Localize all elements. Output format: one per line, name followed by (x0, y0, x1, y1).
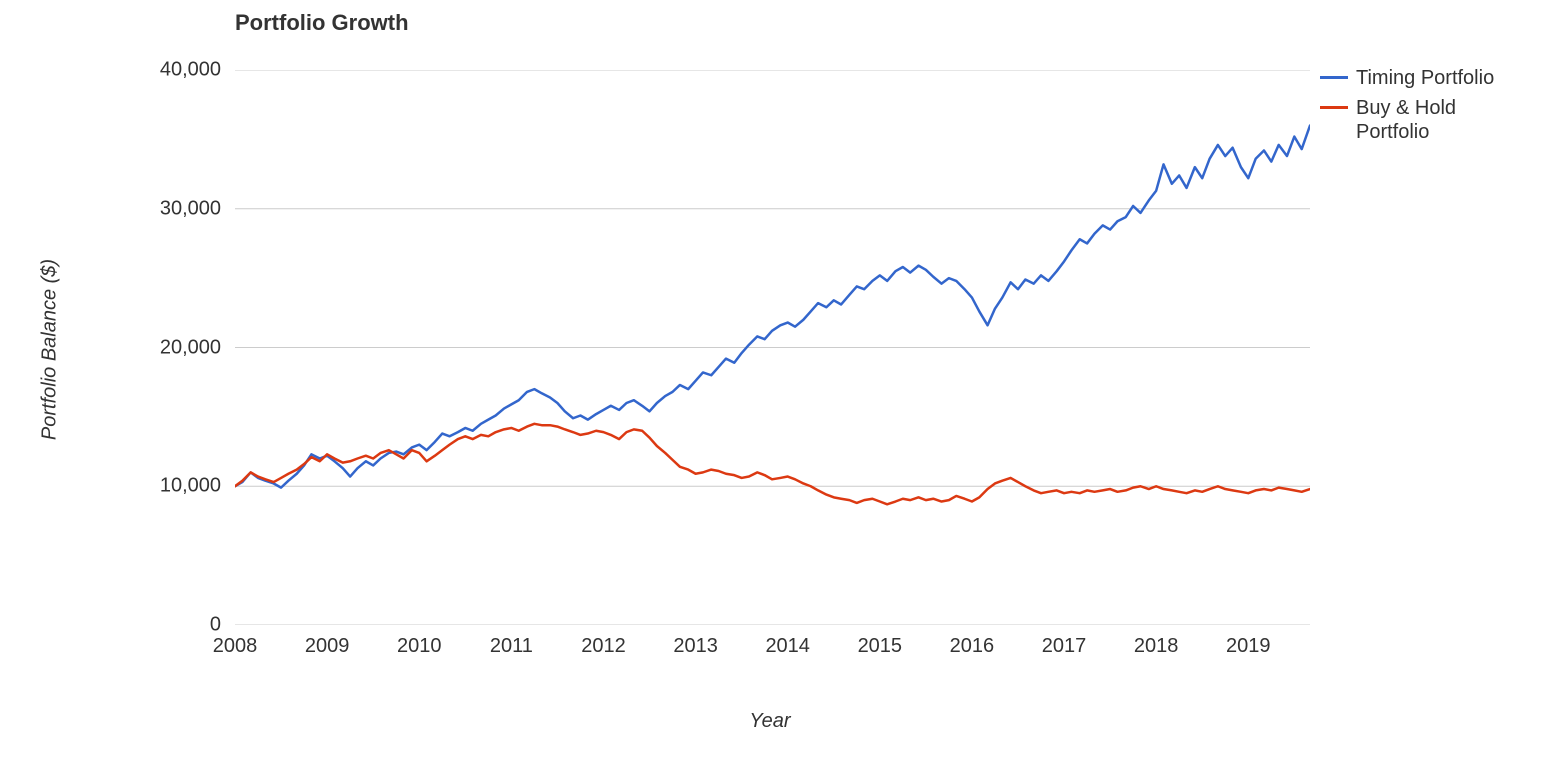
x-tick-label: 2014 (765, 635, 810, 658)
x-tick-label: 2013 (673, 635, 718, 658)
chart-title: Portfolio Growth (235, 10, 409, 36)
series-line (235, 126, 1310, 488)
x-tick-label: 2012 (581, 635, 626, 658)
y-tick-label: 10,000 (160, 475, 221, 498)
y-tick-label: 20,000 (160, 336, 221, 359)
y-axis-title: Portfolio Balance ($) (39, 250, 62, 450)
x-axis-title: Year (670, 710, 870, 733)
x-tick-label: 2016 (950, 635, 995, 658)
chart-svg (235, 70, 1310, 625)
legend-label: Buy & Hold Portfolio (1356, 96, 1516, 144)
x-tick-label: 2018 (1134, 635, 1179, 658)
x-tick-label: 2010 (397, 635, 442, 658)
x-tick-label: 2017 (1042, 635, 1087, 658)
y-tick-label: 40,000 (160, 59, 221, 82)
legend-item[interactable]: Timing Portfolio (1320, 66, 1516, 90)
legend-label: Timing Portfolio (1356, 66, 1494, 90)
legend-item[interactable]: Buy & Hold Portfolio (1320, 96, 1516, 144)
legend: Timing Portfolio Buy & Hold Portfolio (1320, 66, 1516, 150)
series-line (235, 424, 1310, 504)
legend-swatch (1320, 76, 1348, 79)
y-tick-label: 0 (210, 614, 221, 637)
x-tick-label: 2011 (490, 635, 533, 658)
portfolio-growth-chart: Portfolio Growth Portfolio Balance ($) Y… (0, 0, 1542, 762)
plot-area (235, 70, 1310, 625)
x-tick-label: 2009 (305, 635, 350, 658)
x-tick-label: 2008 (213, 635, 258, 658)
x-tick-label: 2019 (1226, 635, 1271, 658)
y-tick-label: 30,000 (160, 197, 221, 220)
legend-swatch (1320, 106, 1348, 109)
x-tick-label: 2015 (858, 635, 903, 658)
